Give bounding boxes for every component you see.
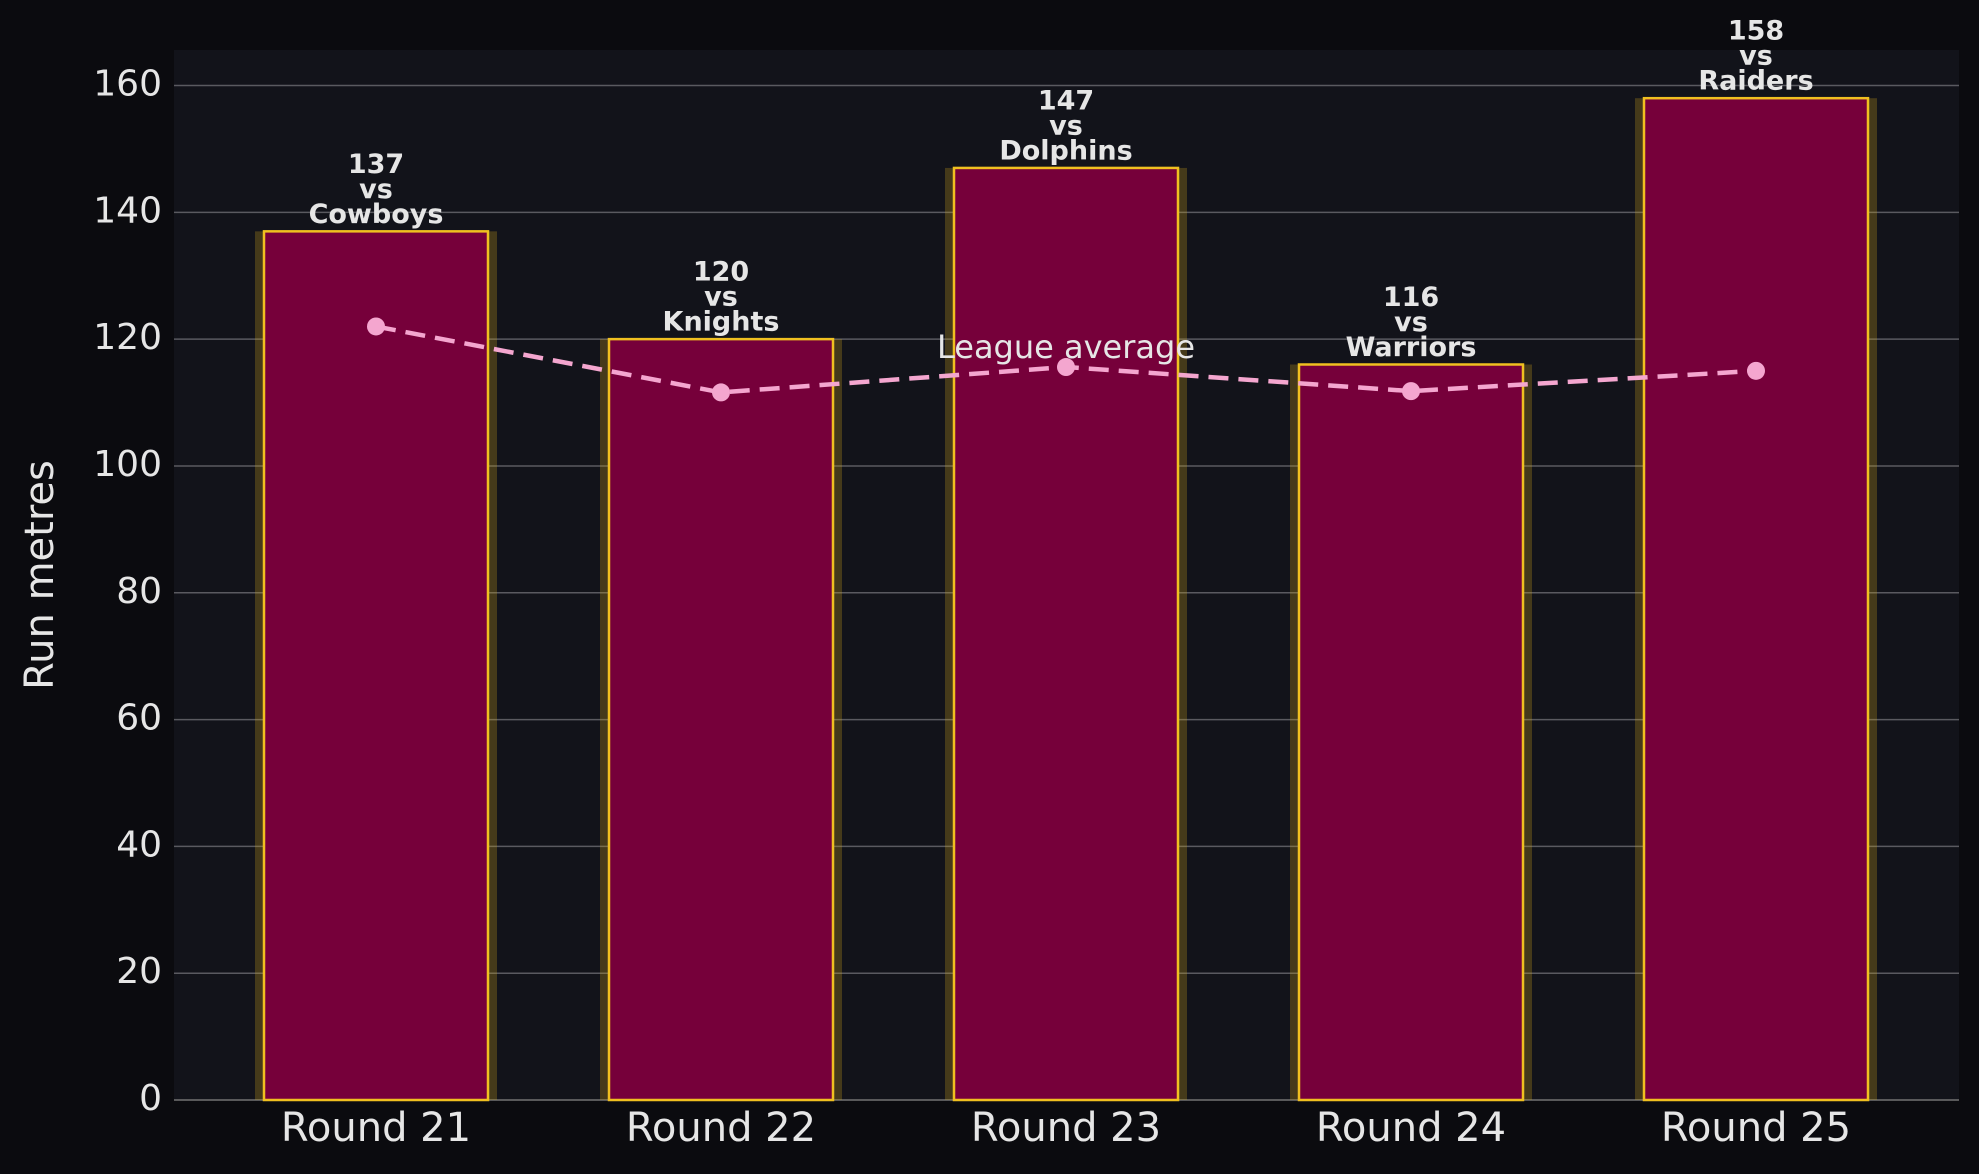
- y-tick-label: 60: [116, 698, 162, 739]
- x-tick-label: Round 23: [971, 1105, 1161, 1151]
- y-tick-label: 80: [116, 571, 162, 612]
- average-point: [1057, 358, 1075, 377]
- data-label: vs: [1394, 307, 1428, 338]
- data-label: 158: [1728, 16, 1784, 47]
- x-tick-label: Round 22: [626, 1105, 816, 1151]
- bar: [262, 230, 490, 1102]
- average-point: [367, 317, 385, 336]
- y-axis-label: Run metres: [17, 460, 63, 690]
- data-label: vs: [1049, 110, 1083, 141]
- y-tick-label: 100: [93, 444, 162, 485]
- data-label: 116: [1383, 282, 1439, 313]
- bar: [952, 166, 1180, 1102]
- data-label: Warriors: [1346, 332, 1477, 363]
- data-label: Dolphins: [999, 135, 1132, 166]
- y-tick-label: 0: [139, 1078, 162, 1119]
- average-point: [1747, 361, 1765, 380]
- data-label: 137: [348, 149, 404, 180]
- data-label: vs: [359, 174, 393, 205]
- y-tick-label: 40: [116, 824, 162, 865]
- y-tick-label: 140: [93, 190, 162, 231]
- bar: [1642, 96, 1870, 1102]
- data-label: Knights: [663, 307, 780, 338]
- x-tick-label: Round 24: [1316, 1105, 1506, 1151]
- y-tick-label: 120: [93, 317, 162, 358]
- data-label: Cowboys: [309, 199, 444, 230]
- bar: [607, 337, 835, 1102]
- y-tick-label: 20: [116, 951, 162, 992]
- x-tick-label: Round 21: [281, 1105, 471, 1151]
- line-label: League average: [937, 328, 1195, 366]
- data-label: 147: [1038, 85, 1094, 116]
- average-point: [712, 383, 730, 402]
- bar: [1297, 363, 1525, 1102]
- average-point: [1402, 382, 1420, 401]
- y-tick-label: 160: [93, 64, 162, 105]
- data-label: vs: [704, 282, 738, 313]
- data-label: Raiders: [1698, 66, 1813, 97]
- data-label: 120: [693, 257, 749, 288]
- x-tick-label: Round 25: [1661, 1105, 1851, 1151]
- data-label: vs: [1739, 41, 1773, 72]
